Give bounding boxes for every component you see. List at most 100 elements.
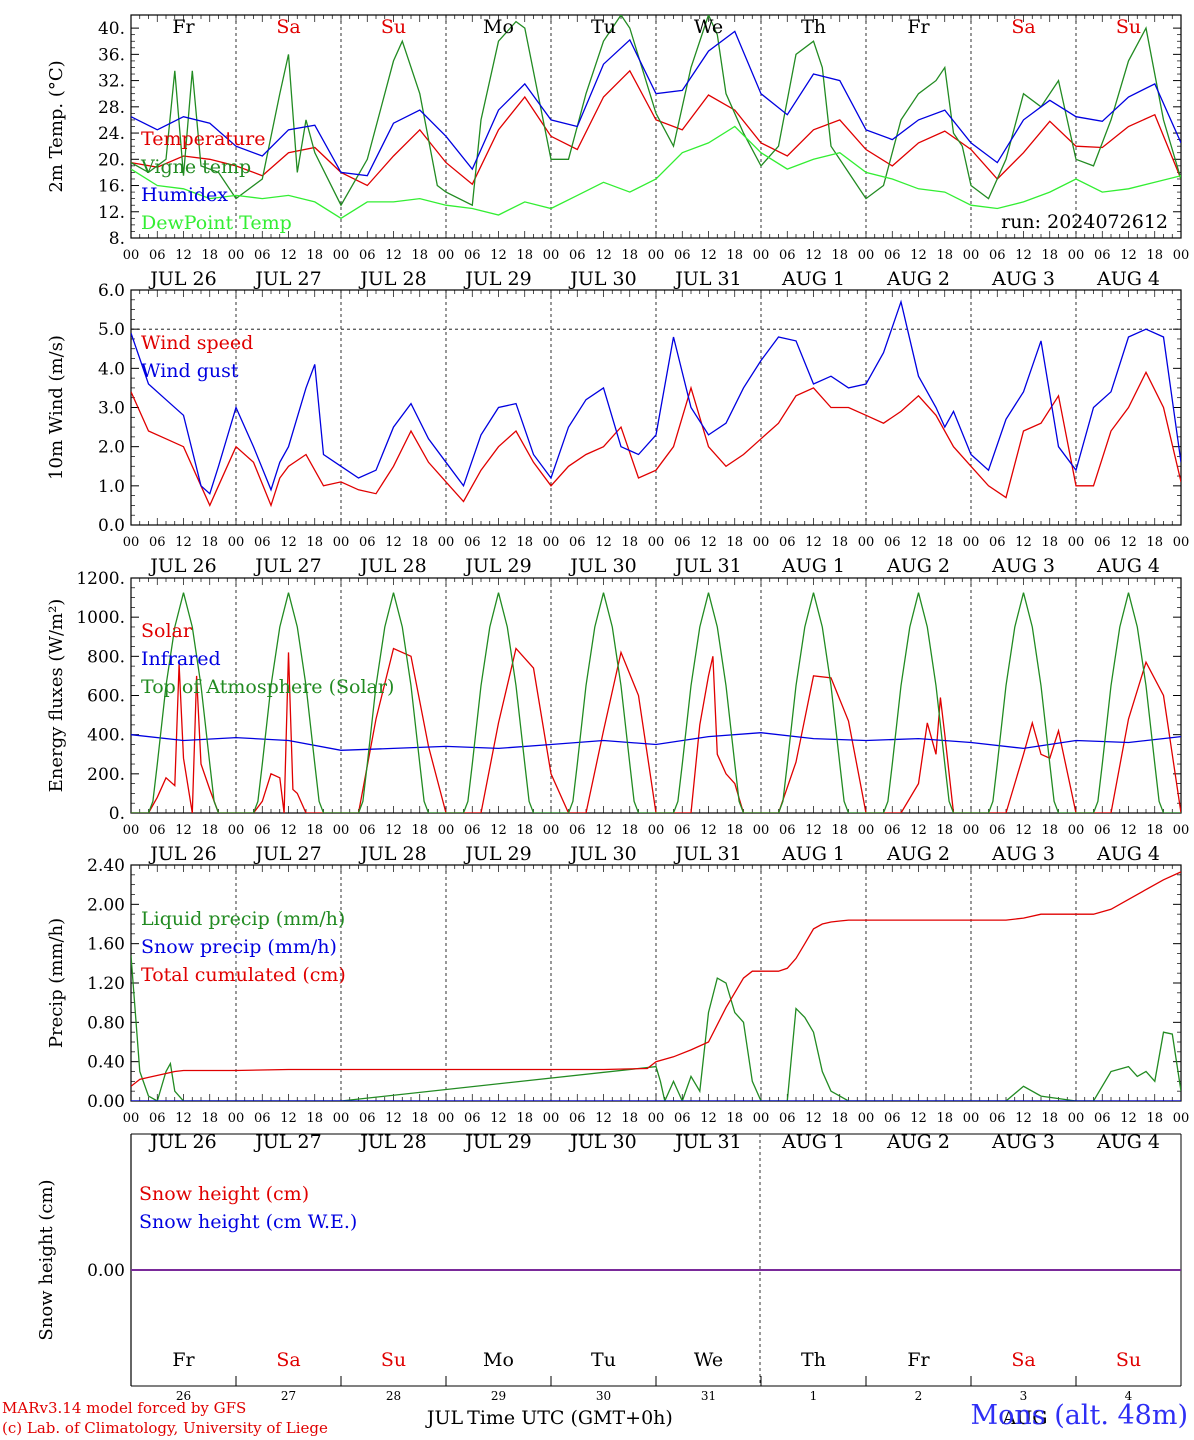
day-name-label: Sa [276,1349,300,1371]
model-credit: MARv3.14 model forced by GFS [2,1399,247,1417]
x-hour-label: 06 [569,248,586,263]
y-tick-label: 1000. [76,608,125,628]
x-hour-label: 06 [359,823,376,838]
panel-precip: 0.00 0.40 0.80 1.20 1.60 2.00 2.40 Precip (mm/h… [46,856,1189,1153]
x-hour-label: 06 [1094,823,1111,838]
x-hour-label: 12 [280,248,297,263]
x-hour-label: 12 [700,1111,717,1126]
x-hour-label: 06 [779,535,796,550]
y-tick-label: 16. [98,177,125,197]
y-tick-label: 0.0 [98,516,125,536]
x-hour-label: 12 [1120,535,1137,550]
x-hour-label: 18 [201,823,218,838]
x-hour-label: 18 [306,1111,323,1126]
x-hour-label: 00 [963,248,980,263]
panel-wind: 0.0 1.0 2.0 3.0 4.0 5.0 6.0 10m Wind (m/s) 00 06 1… [46,281,1189,577]
x-hour-label: 18 [411,823,428,838]
day-name-label: Fr [907,16,930,38]
x-hour-label: 00 [753,248,770,263]
x-date-label: JUL 27 [253,555,321,577]
x-date-label: JUL 26 [148,1131,216,1153]
x-date-label: JUL 31 [673,268,741,290]
x-hour-label: 18 [411,248,428,263]
x-hour-label: 06 [359,1111,376,1126]
x-hour-label: 00 [438,248,455,263]
x-hour-label: 12 [1015,535,1032,550]
legend-entry: Infrared [141,648,221,670]
lab-credit: (c) Lab. of Climatology, University of L… [2,1419,328,1437]
x-hour-label: 18 [201,248,218,263]
x-date-label: AUG 3 [991,1131,1055,1153]
x-date-label: AUG 3 [991,843,1055,865]
day-name-label: Sa [276,16,300,38]
legend-entry: Vigne temp [140,156,251,178]
x-hour-label: 18 [936,248,953,263]
x-hour-label: 00 [228,1111,245,1126]
x-hour-label: 06 [149,1111,166,1126]
x-hour-label: 18 [1146,823,1163,838]
x-hour-label: 12 [805,248,822,263]
x-hour-label: 18 [1041,823,1058,838]
x-hour-label: 12 [385,535,402,550]
x-hour-label: 06 [674,535,691,550]
x-hour-label: 12 [490,535,507,550]
x-hour-label: 06 [254,823,271,838]
day-name-label: Su [1116,16,1141,38]
y-axis-label: 10m Wind (m/s) [46,335,67,480]
x-hour-label: 12 [700,248,717,263]
x-hour-label: 00 [438,823,455,838]
legend-entry: DewPoint Temp [141,212,292,234]
y-tick-label: 1200. [76,569,125,589]
x-date-label: JUL 27 [253,268,321,290]
x-hour-label: 00 [963,1111,980,1126]
x-hour-label: 00 [543,535,560,550]
x-hour-label: 00 [858,248,875,263]
series-line-total-cumulated-cm- [131,871,1181,1087]
x-hour-label: 12 [385,823,402,838]
x-hour-label: 00 [1068,823,1085,838]
x-hour-label: 12 [595,248,612,263]
x-date-label: JUL 27 [253,1131,321,1153]
x-hour-label: 00 [438,1111,455,1126]
day-number-label: 29 [491,1389,506,1403]
x-date-label: JUL 26 [148,555,216,577]
x-hour-label: 12 [910,248,927,263]
x-hour-label: 12 [1120,823,1137,838]
x-hour-label: 00 [228,823,245,838]
x-hour-label: 06 [989,1111,1006,1126]
day-number-label: 27 [281,1389,296,1403]
x-hour-label: 00 [753,823,770,838]
x-hour-label: 06 [989,248,1006,263]
x-hour-label: 12 [910,823,927,838]
legend-entry: Snow height (cm) [139,1183,309,1205]
x-hour-label: 18 [516,248,533,263]
x-date-label: AUG 1 [781,843,845,865]
x-date-label: JUL 29 [463,1131,531,1153]
x-date-label: AUG 4 [1096,1131,1160,1153]
day-number-label: 4 [1125,1389,1133,1403]
month-label: JUL [425,1407,464,1429]
x-hour-label: 06 [674,823,691,838]
x-hour-label: 12 [175,1111,192,1126]
x-hour-label: 00 [648,1111,665,1126]
x-hour-label: 00 [858,823,875,838]
x-date-label: JUL 29 [463,555,531,577]
series-line-top-of-atmosphere-solar- [131,592,1181,813]
x-hour-label: 00 [1173,1111,1190,1126]
x-date-label: JUL 27 [253,843,321,865]
plot-frame [130,14,1182,239]
x-hour-label: 18 [621,823,638,838]
x-hour-label: 18 [621,1111,638,1126]
x-hour-label: 18 [936,823,953,838]
x-date-label: JUL 30 [568,843,636,865]
y-tick-label: 400. [87,726,125,746]
x-date-label: AUG 2 [886,843,950,865]
x-hour-label: 12 [490,823,507,838]
panel-energy: 0. 200. 400. 600. 800. 1000. 1200. Energy fluxe… [46,569,1189,865]
day-name-label: Su [381,16,406,38]
x-hour-label: 18 [516,535,533,550]
x-hour-label: 06 [464,535,481,550]
panel-temperature: 8. 12. 16. 20. 24. 28. 32. 36. 40. 2m Temp. (°C) 0… [46,14,1190,290]
x-hour-label: 00 [1173,248,1190,263]
y-tick-label: 24. [98,124,125,144]
